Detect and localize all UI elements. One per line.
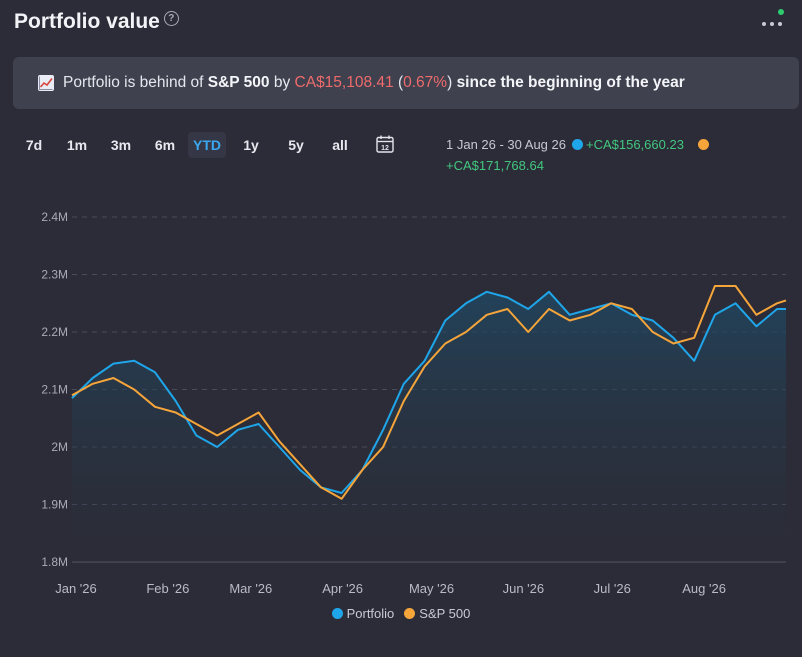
x-tick-label: Feb '26 (146, 581, 189, 596)
y-tick-label: 2.3M (41, 268, 68, 282)
timeframe-3m[interactable]: 3m (110, 137, 132, 153)
y-tick-label: 2.4M (41, 210, 68, 224)
x-tick-label: Jul '26 (594, 581, 631, 596)
legend-portfolio-label: Portfolio (346, 606, 395, 621)
y-tick-label: 1.9M (41, 498, 68, 512)
help-icon[interactable]: ? (163, 10, 179, 26)
status-indicator (778, 9, 784, 15)
x-tick-label: Jan '26 (55, 581, 97, 596)
legend-benchmark[interactable]: S&P 500 (404, 606, 470, 621)
banner-suffix: since the beginning of the year (456, 74, 685, 91)
timeframe-6m[interactable]: 6m (154, 137, 176, 153)
chart-legend: Portfolio S&P 500 (0, 606, 802, 621)
portfolio-dot (571, 139, 583, 150)
portfolio-area (72, 291, 786, 562)
x-tick-label: May '26 (409, 581, 454, 596)
y-tick-label: 2M (51, 440, 68, 454)
benchmark-line (71, 285, 787, 500)
y-tick-label: 2.1M (41, 383, 68, 397)
chart-up-icon (38, 75, 54, 91)
banner-by: by (273, 74, 291, 91)
x-tick-label: Mar '26 (229, 581, 272, 596)
range-summary: 1 Jan 26 - 30 Aug 26 +CA$156,660.23 +CA$1… (446, 134, 746, 176)
range-dates: 1 Jan 26 - 30 Aug 26 (446, 137, 566, 152)
calendar-icon[interactable]: 12 (375, 134, 395, 154)
title-text: Portfolio value (14, 10, 160, 33)
page-title: Portfolio value ? (14, 10, 179, 34)
banner-benchmark: S&P 500 (207, 74, 270, 91)
x-tick-label: Apr '26 (322, 581, 363, 596)
comparison-banner: Portfolio is behind of S&P 500 by CA$15,… (13, 57, 799, 109)
banner-paren-close: ) (447, 74, 453, 91)
banner-paren-open: ( (397, 74, 404, 91)
legend-benchmark-dot (404, 608, 416, 619)
more-options-icon[interactable] (762, 22, 782, 26)
y-tick-label: 1.8M (41, 555, 68, 569)
svg-text:12: 12 (381, 145, 389, 152)
benchmark-change: +CA$171,768.64 (446, 158, 544, 173)
legend-benchmark-label: S&P 500 (419, 606, 471, 621)
timeframe-1m[interactable]: 1m (66, 137, 88, 153)
timeframe-all[interactable]: all (332, 137, 348, 153)
legend-portfolio[interactable]: Portfolio (331, 606, 395, 621)
legend-portfolio-dot (331, 608, 343, 619)
x-tick-label: Aug '26 (682, 581, 726, 596)
portfolio-change: +CA$156,660.23 (585, 137, 684, 152)
timeframe-ytd[interactable]: YTD (188, 132, 226, 158)
banner-prefix: Portfolio is behind of (63, 74, 204, 91)
timeframe-1y[interactable]: 1y (243, 137, 259, 153)
banner-percent: 0.67% (403, 74, 448, 91)
timeframe-5y[interactable]: 5y (288, 137, 304, 153)
x-tick-label: Jun '26 (503, 581, 545, 596)
banner-amount: CA$15,108.41 (294, 74, 394, 91)
timeframe-7d[interactable]: 7d (25, 137, 43, 153)
y-tick-label: 2.2M (41, 325, 68, 339)
benchmark-dot (697, 139, 709, 150)
timeframe-selector: 7d 1m 3m 6m YTD 1y 5y all (14, 132, 364, 158)
